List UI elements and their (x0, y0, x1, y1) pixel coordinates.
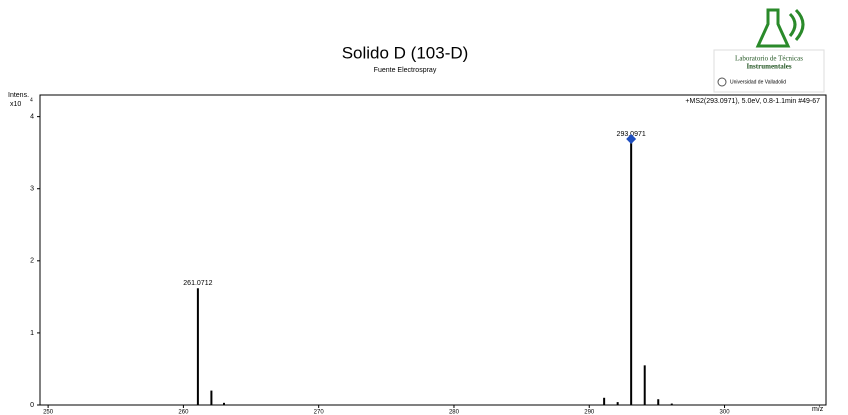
y-tick-label: 3 (30, 186, 34, 193)
x-tick-label: 260 (178, 410, 189, 415)
y-scale: x10 (10, 101, 21, 108)
peak-label: 261.0712 (183, 280, 212, 287)
logo-flask (755, 8, 791, 48)
logo: Laboratorio de Técnicas Instrumentales U… (713, 8, 825, 93)
logo-text: Laboratorio de Técnicas (735, 55, 803, 63)
logo-text: Universidad de Valladolid (730, 79, 786, 85)
logo-text: Instrumentales (746, 63, 791, 71)
x-tick-label: 250 (43, 410, 54, 415)
logo-box (713, 49, 825, 93)
chart-subtitle: Fuente Electrospray (374, 67, 437, 74)
y-axis-label: Intens. (8, 92, 29, 99)
x-tick-label: 300 (720, 410, 731, 415)
x-axis-label: m/z (812, 406, 824, 413)
x-tick-label: 290 (584, 410, 595, 415)
y-tick-label: 0 (30, 402, 34, 409)
chart-title: Solido D (103-D) (342, 43, 469, 62)
y-tick-label: 4 (30, 113, 34, 120)
logo-seal (717, 77, 727, 87)
x-tick-label: 280 (449, 410, 460, 415)
precursor-marker (626, 133, 637, 144)
y-tick-label: 1 (30, 330, 34, 337)
y-tick-label: 2 (30, 258, 34, 265)
plot-frame (39, 94, 827, 406)
annotation: +MS2(293.0971), 5.0eV, 0.8-1.1min #49-67 (685, 98, 820, 105)
x-tick-label: 270 (314, 410, 325, 415)
y-scale-exponent: 4 (30, 97, 33, 103)
logo-waves (788, 8, 805, 41)
